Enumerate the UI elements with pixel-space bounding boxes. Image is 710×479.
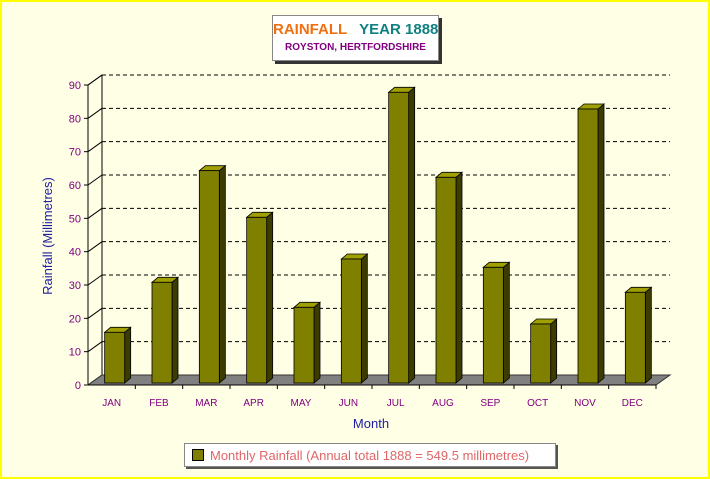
- chart-subtitle: ROYSTON, HERTFORDSHIRE: [285, 42, 426, 53]
- label-layer: 0 10 20 30 40 50 60 70 80 90 JAN FEB MAR APR MAY JUN JUL…: [69, 80, 643, 409]
- chart-title-year: YEAR 1888: [359, 21, 439, 38]
- x-tick-label: JUN: [339, 398, 358, 409]
- bar-front: [530, 323, 552, 384]
- y-tick-label: 0: [75, 380, 81, 392]
- bar-side: [218, 164, 226, 384]
- bar-side: [455, 171, 463, 384]
- wall-tick: [87, 141, 103, 153]
- bar-front: [624, 291, 646, 384]
- wall-tick: [87, 174, 103, 186]
- bar-front: [435, 176, 457, 384]
- bar-front: [293, 306, 315, 384]
- bar-front: [577, 108, 599, 384]
- wall-tick: [87, 274, 103, 286]
- x-tick-label: AUG: [432, 398, 454, 409]
- bar: [103, 326, 132, 384]
- x-tick-label: FEB: [149, 398, 169, 409]
- bar: [387, 86, 416, 384]
- x-tick-label: JUL: [387, 398, 405, 409]
- bar-side: [502, 261, 510, 384]
- chart-title-line: RAINFALL YEAR 1888: [273, 21, 438, 38]
- chart-title-box: RAINFALL YEAR 1888 ROYSTON, HERTFORDSHIRE: [272, 15, 439, 61]
- bar: [198, 164, 227, 384]
- bar-side: [171, 276, 179, 384]
- wall-tick: [87, 207, 103, 219]
- bar: [340, 253, 369, 384]
- bar: [150, 276, 180, 384]
- bar-side: [313, 301, 321, 384]
- wall-tick: [87, 341, 103, 353]
- chart-title: RAINFALL: [273, 21, 348, 38]
- bar-front: [482, 266, 504, 384]
- chart-legend: Monthly Rainfall (Annual total 1888 = 54…: [184, 443, 556, 467]
- bar-side: [597, 103, 605, 384]
- bar-side: [266, 211, 274, 384]
- legend-swatch: [192, 449, 204, 461]
- x-tick-label: NOV: [574, 398, 596, 409]
- bar-front: [198, 170, 220, 384]
- x-tick-label: OCT: [527, 398, 548, 409]
- x-tick-label: MAY: [291, 398, 312, 409]
- bar-side: [360, 253, 368, 384]
- y-tick-label: 80: [69, 113, 81, 125]
- bar: [434, 171, 464, 384]
- bar-front: [151, 281, 173, 384]
- y-tick-label: 10: [69, 347, 81, 359]
- bar-front: [246, 216, 268, 384]
- wall-tick: [87, 241, 103, 253]
- bar: [245, 211, 274, 384]
- x-tick-label: DEC: [622, 398, 643, 409]
- y-tick-label: 90: [69, 80, 81, 92]
- axis-layer: [84, 74, 672, 389]
- x-tick-label: MAR: [195, 398, 217, 409]
- legend-series-name: Monthly Rainfall (Annual total 1888 = 54…: [210, 447, 530, 463]
- bar-side: [408, 86, 416, 384]
- bar-side: [124, 326, 132, 384]
- y-tick-label: 70: [69, 147, 81, 159]
- bar: [292, 301, 322, 384]
- x-tick-label: SEP: [480, 398, 500, 409]
- bar: [482, 261, 511, 384]
- x-tick-label: JAN: [102, 398, 121, 409]
- y-tick-label: 20: [69, 313, 81, 325]
- bar: [624, 286, 653, 384]
- x-tick-label: APR: [243, 398, 264, 409]
- bar-front: [340, 258, 362, 384]
- x-axis-label: Month: [353, 416, 389, 431]
- bar-front: [388, 91, 410, 384]
- y-tick-label: 30: [69, 280, 81, 292]
- bar-side: [550, 318, 558, 384]
- bar: [576, 103, 606, 384]
- bar-front: [104, 331, 126, 384]
- wall-tick: [87, 107, 103, 119]
- y-tick-label: 60: [69, 180, 81, 192]
- bar-side: [644, 286, 652, 384]
- y-tick-label: 40: [69, 247, 81, 259]
- wall-tick: [87, 307, 103, 319]
- y-axis-label: Rainfall (Millimetres): [40, 177, 55, 295]
- bar-layer: [103, 86, 653, 384]
- wall-top-edge: [87, 74, 103, 86]
- bar: [529, 318, 558, 384]
- y-tick-label: 50: [69, 213, 81, 225]
